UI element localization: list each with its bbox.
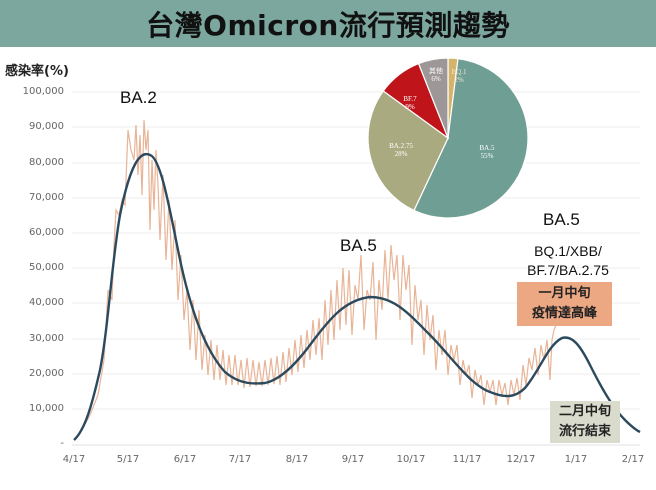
variants-line1: BQ.1/XBB/	[534, 243, 602, 259]
x-tick: 6/17	[173, 454, 197, 465]
pie-label-ba5: BA.5 55%	[472, 144, 502, 160]
pie-label-pct: 9%	[405, 103, 415, 111]
forecast-series-line	[73, 152, 641, 441]
x-tick: 10/17	[396, 454, 426, 465]
pie-label-name: 其他	[429, 67, 443, 75]
pie-label-name: BA.5	[479, 144, 495, 152]
y-tick: 70,000	[29, 192, 64, 203]
annotation-peak-box: 一月中旬 疫情達高峰	[517, 282, 612, 326]
x-tick: 4/17	[62, 454, 86, 465]
y-tick: -	[60, 438, 64, 449]
pie-slice-ba275	[367, 90, 449, 212]
end-line2: 流行結束	[558, 424, 611, 439]
y-tick: 80,000	[29, 157, 64, 168]
actual-series-line	[73, 119, 557, 441]
x-tick: 2/17	[621, 454, 645, 465]
pie-label-name: BF.7	[403, 95, 417, 103]
y-axis-label: 感染率(%)	[5, 64, 69, 79]
pie-label-ba275: BA.2.75 28%	[384, 142, 418, 158]
annotation-ba2: BA.2	[120, 88, 157, 107]
page-title: 台灣Omicron流行預測趨勢	[146, 8, 510, 42]
pie-label-pct: 6%	[431, 75, 441, 83]
y-tick: 20,000	[29, 368, 64, 379]
x-tick: 9/17	[341, 454, 365, 465]
y-tick: 90,000	[29, 121, 64, 132]
x-tick: 11/17	[452, 454, 482, 465]
title-bar: 台灣Omicron流行預測趨勢	[0, 0, 656, 47]
variants-line2: BF.7/BA.2.75	[527, 262, 609, 278]
pie-slice-other	[417, 57, 449, 139]
y-tick: 60,000	[29, 227, 64, 238]
y-tick: 50,000	[29, 262, 64, 273]
y-tick: 100,000	[22, 86, 64, 97]
end-line1: 二月中旬	[558, 404, 611, 419]
pie-label-bq1: BQ.1 2%	[448, 68, 470, 84]
annotation-variants: BQ.1/XBB/ BF.7/BA.2.75	[513, 242, 623, 280]
pie-label-name: BA.2.75	[389, 142, 413, 150]
x-tick: 8/17	[285, 454, 309, 465]
annotation-ba5-right: BA.5	[543, 210, 580, 229]
x-tick: 5/17	[116, 454, 140, 465]
x-tick: 1/17	[564, 454, 588, 465]
peak-line2: 疫情達高峰	[531, 306, 597, 321]
pie-label-pct: 55%	[480, 152, 494, 160]
pie-label-name: BQ.1	[451, 68, 467, 76]
pie-slice-ba5	[413, 57, 529, 219]
x-tick: 12/17	[506, 454, 536, 465]
annotation-ba5-mid: BA.5	[340, 236, 377, 255]
pie-label-other: 其他 6%	[425, 67, 447, 83]
y-tick: 10,000	[29, 403, 64, 414]
y-tick: 30,000	[29, 333, 64, 344]
y-tick: 40,000	[29, 297, 64, 308]
pie-label-pct: 2%	[454, 76, 464, 84]
annotation-end-box: 二月中旬 流行結束	[550, 401, 620, 443]
pie-label-bf7: BF.7 9%	[397, 95, 423, 111]
pie-label-pct: 28%	[394, 150, 408, 158]
x-tick: 7/17	[228, 454, 252, 465]
peak-line1: 一月中旬	[538, 286, 591, 301]
